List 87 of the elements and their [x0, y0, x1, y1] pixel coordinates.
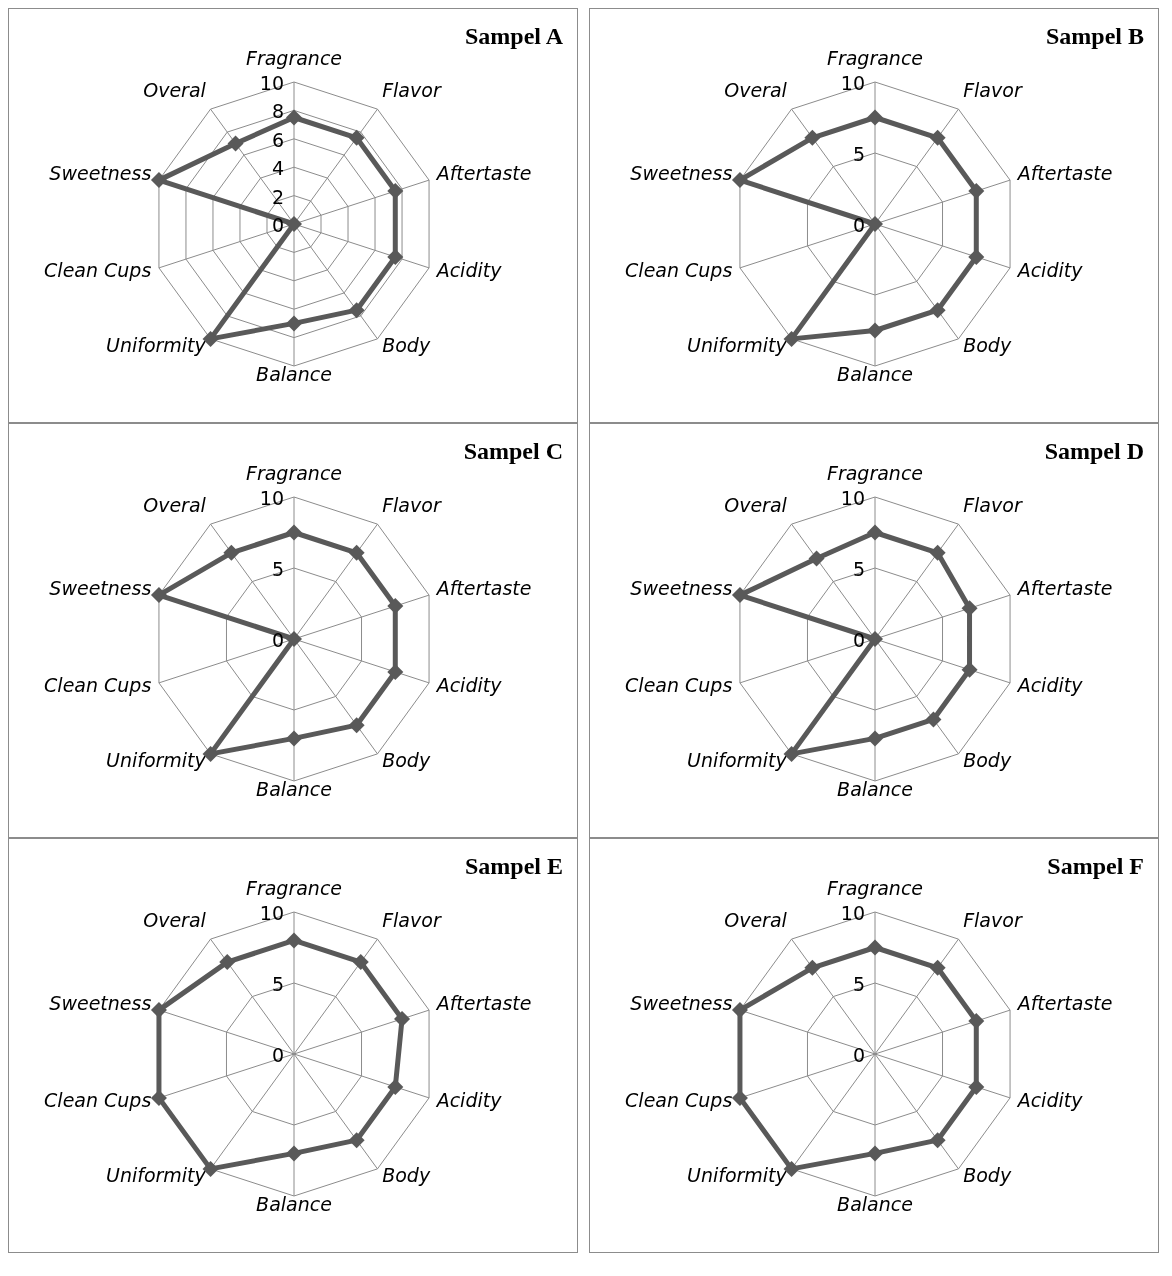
spoke-label: Acidity	[434, 259, 503, 282]
spoke-label: Clean Cups	[625, 1089, 733, 1112]
spoke-label: Balance	[837, 1193, 913, 1215]
spoke-label: Uniformity	[105, 334, 207, 357]
spoke-label: Body	[382, 334, 431, 357]
chart-title: Sampel D	[1044, 438, 1144, 465]
y-tick-label: 5	[852, 973, 865, 995]
y-tick-label: 5	[271, 973, 284, 995]
y-tick-label: 0	[271, 629, 284, 651]
chart-title: Sampel B	[1045, 23, 1144, 50]
spoke-label: Flavor	[963, 908, 1023, 931]
spoke-label: Uniformity	[105, 1164, 207, 1187]
spoke-label: Flavor	[963, 78, 1023, 101]
y-tick-label: 2	[271, 185, 284, 208]
spoke-label: Fragrance	[826, 47, 924, 69]
spoke-label: Clean Cups	[44, 1089, 152, 1112]
y-tick-label: 10	[259, 902, 284, 924]
spoke-label: Fragrance	[245, 462, 343, 484]
chart-title: Sampel A	[464, 23, 563, 50]
spoke-label: Uniformity	[686, 334, 788, 357]
spoke-label: Balance	[256, 363, 332, 385]
spoke-label: Clean Cups	[625, 674, 733, 697]
y-tick-label: 5	[852, 143, 865, 165]
y-tick-label: 0	[271, 1044, 284, 1066]
y-tick-label: 10	[840, 487, 865, 509]
spoke-label: Overal	[724, 493, 788, 516]
spoke-label: Body	[963, 749, 1012, 772]
spoke-label: Acidity	[434, 1089, 503, 1112]
spoke-label: Balance	[256, 1193, 332, 1215]
spoke-label: Balance	[837, 363, 913, 385]
spoke-label: Body	[382, 749, 431, 772]
y-tick-label: 10	[840, 72, 865, 94]
spoke-label: Acidity	[1015, 674, 1084, 697]
y-tick-label: 0	[271, 214, 284, 236]
spoke-label: Aftertaste	[434, 576, 532, 599]
spoke-label: Sweetness	[49, 576, 152, 599]
spoke-label: Acidity	[1015, 1089, 1084, 1112]
y-tick-label: 4	[271, 157, 284, 180]
y-tick-label: 8	[271, 100, 284, 123]
chart-title: Sampel E	[464, 853, 563, 880]
spoke-label: Clean Cups	[44, 674, 152, 697]
spoke-label: Body	[963, 334, 1012, 357]
spoke-label: Body	[963, 1164, 1012, 1187]
spoke-label: Flavor	[382, 908, 442, 931]
spoke-label: Aftertaste	[434, 991, 532, 1014]
spoke-label: Overal	[143, 78, 207, 101]
chart-title: Sampel C	[463, 438, 563, 465]
spoke-label: Aftertaste	[1015, 161, 1113, 184]
spoke-label: Overal	[143, 908, 207, 931]
spoke-label: Sweetness	[630, 576, 733, 599]
y-tick-label: 0	[852, 629, 865, 651]
spoke-label: Sweetness	[630, 991, 733, 1014]
spoke-label: Sweetness	[49, 161, 152, 184]
y-tick-label: 0	[852, 1044, 865, 1066]
y-tick-label: 10	[259, 487, 284, 509]
spoke-label: Clean Cups	[625, 259, 733, 282]
spoke-label: Aftertaste	[1015, 991, 1113, 1014]
spoke-label: Acidity	[434, 674, 503, 697]
spoke-label: Overal	[143, 493, 207, 516]
y-tick-label: 0	[852, 214, 865, 236]
spoke-label: Overal	[724, 78, 788, 101]
spoke-label: Uniformity	[686, 749, 788, 772]
chart-title: Sampel F	[1047, 853, 1144, 880]
spoke-label: Sweetness	[49, 991, 152, 1014]
spoke-label: Fragrance	[245, 877, 343, 899]
spoke-label: Uniformity	[105, 749, 207, 772]
y-tick-label: 6	[271, 128, 284, 151]
spoke-label: Aftertaste	[434, 161, 532, 184]
y-tick-label: 10	[840, 902, 865, 924]
spoke-label: Balance	[837, 778, 913, 800]
spoke-label: Flavor	[963, 493, 1023, 516]
spoke-label: Acidity	[1015, 259, 1084, 282]
spoke-label: Flavor	[382, 78, 442, 101]
spoke-label: Aftertaste	[1015, 576, 1113, 599]
y-tick-label: 5	[852, 558, 865, 580]
spoke-label: Fragrance	[826, 462, 924, 484]
spoke-label: Body	[382, 1164, 431, 1187]
spoke-label: Clean Cups	[44, 259, 152, 282]
spoke-label: Flavor	[382, 493, 442, 516]
spoke-label: Overal	[724, 908, 788, 931]
spoke-label: Fragrance	[245, 47, 343, 69]
spoke-label: Fragrance	[826, 877, 924, 899]
spoke-label: Sweetness	[630, 161, 733, 184]
spoke-label: Balance	[256, 778, 332, 800]
spoke-label: Uniformity	[686, 1164, 788, 1187]
y-tick-label: 10	[259, 72, 284, 94]
y-tick-label: 5	[271, 558, 284, 580]
